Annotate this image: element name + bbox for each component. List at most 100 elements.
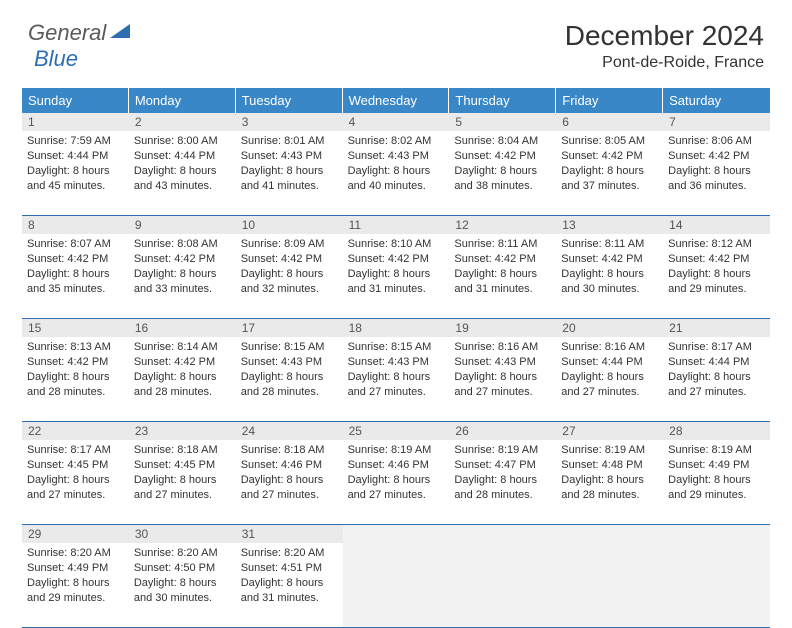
day-sunrise: Sunrise: 8:17 AM xyxy=(668,340,765,355)
day-number: 10 xyxy=(236,216,343,234)
day-sunrise: Sunrise: 8:20 AM xyxy=(241,546,338,561)
logo: General xyxy=(28,20,134,46)
day-d2: and 29 minutes. xyxy=(668,282,765,297)
day-cell: Sunrise: 8:12 AMSunset: 4:42 PMDaylight:… xyxy=(663,234,770,318)
day-cell: Sunrise: 8:01 AMSunset: 4:43 PMDaylight:… xyxy=(236,131,343,215)
day-number: 15 xyxy=(22,319,129,337)
day-d1: Daylight: 8 hours xyxy=(27,164,124,179)
day-d1: Daylight: 8 hours xyxy=(241,473,338,488)
day-sunset: Sunset: 4:44 PM xyxy=(561,355,658,370)
day-sunset: Sunset: 4:42 PM xyxy=(134,252,231,267)
weekday-cell: Thursday xyxy=(449,88,556,113)
day-sunrise: Sunrise: 8:08 AM xyxy=(134,237,231,252)
day-d2: and 28 minutes. xyxy=(561,488,658,503)
day-d2: and 27 minutes. xyxy=(668,385,765,400)
day-sunset: Sunset: 4:43 PM xyxy=(241,149,338,164)
day-sunset: Sunset: 4:42 PM xyxy=(561,149,658,164)
day-d1: Daylight: 8 hours xyxy=(134,267,231,282)
day-number: 26 xyxy=(449,422,556,440)
weekday-header-row: SundayMondayTuesdayWednesdayThursdayFrid… xyxy=(22,88,770,113)
day-sunset: Sunset: 4:42 PM xyxy=(348,252,445,267)
day-d1: Daylight: 8 hours xyxy=(27,267,124,282)
day-d2: and 27 minutes. xyxy=(27,488,124,503)
day-d2: and 30 minutes. xyxy=(134,591,231,606)
day-sunrise: Sunrise: 8:12 AM xyxy=(668,237,765,252)
day-d1: Daylight: 8 hours xyxy=(241,267,338,282)
day-cell: Sunrise: 8:19 AMSunset: 4:49 PMDaylight:… xyxy=(663,440,770,524)
day-number: 25 xyxy=(343,422,450,440)
day-number: 16 xyxy=(129,319,236,337)
day-number: 7 xyxy=(663,113,770,131)
day-d2: and 31 minutes. xyxy=(348,282,445,297)
logo-text-general: General xyxy=(28,20,106,46)
day-sunrise: Sunrise: 8:06 AM xyxy=(668,134,765,149)
day-d1: Daylight: 8 hours xyxy=(134,473,231,488)
day-sunset: Sunset: 4:42 PM xyxy=(27,252,124,267)
day-d2: and 27 minutes. xyxy=(241,488,338,503)
day-d2: and 37 minutes. xyxy=(561,179,658,194)
day-sunset: Sunset: 4:45 PM xyxy=(134,458,231,473)
day-sunrise: Sunrise: 8:07 AM xyxy=(27,237,124,252)
week-row: Sunrise: 8:13 AMSunset: 4:42 PMDaylight:… xyxy=(22,337,770,422)
day-sunset: Sunset: 4:42 PM xyxy=(561,252,658,267)
day-number: 14 xyxy=(663,216,770,234)
day-d2: and 27 minutes. xyxy=(454,385,551,400)
day-cell: Sunrise: 8:17 AMSunset: 4:45 PMDaylight:… xyxy=(22,440,129,524)
day-d1: Daylight: 8 hours xyxy=(454,164,551,179)
day-d1: Daylight: 8 hours xyxy=(134,370,231,385)
day-number: 20 xyxy=(556,319,663,337)
day-d1: Daylight: 8 hours xyxy=(454,473,551,488)
weekday-cell: Wednesday xyxy=(343,88,450,113)
day-cell: Sunrise: 8:18 AMSunset: 4:46 PMDaylight:… xyxy=(236,440,343,524)
day-cell: Sunrise: 7:59 AMSunset: 4:44 PMDaylight:… xyxy=(22,131,129,215)
day-number: 24 xyxy=(236,422,343,440)
day-sunset: Sunset: 4:42 PM xyxy=(241,252,338,267)
day-number: 2 xyxy=(129,113,236,131)
day-d2: and 36 minutes. xyxy=(668,179,765,194)
day-number: 21 xyxy=(663,319,770,337)
day-sunrise: Sunrise: 8:19 AM xyxy=(561,443,658,458)
day-d1: Daylight: 8 hours xyxy=(241,576,338,591)
day-sunset: Sunset: 4:42 PM xyxy=(668,149,765,164)
day-sunrise: Sunrise: 7:59 AM xyxy=(27,134,124,149)
header: General December 2024 Pont-de-Roide, Fra… xyxy=(0,0,792,80)
day-cell: Sunrise: 8:06 AMSunset: 4:42 PMDaylight:… xyxy=(663,131,770,215)
week-row: Sunrise: 8:20 AMSunset: 4:49 PMDaylight:… xyxy=(22,543,770,628)
day-cell: Sunrise: 8:15 AMSunset: 4:43 PMDaylight:… xyxy=(236,337,343,421)
day-d1: Daylight: 8 hours xyxy=(561,370,658,385)
day-number: 23 xyxy=(129,422,236,440)
day-d1: Daylight: 8 hours xyxy=(561,164,658,179)
day-d2: and 28 minutes. xyxy=(134,385,231,400)
day-d1: Daylight: 8 hours xyxy=(561,267,658,282)
day-d2: and 27 minutes. xyxy=(561,385,658,400)
day-sunrise: Sunrise: 8:02 AM xyxy=(348,134,445,149)
logo-text-blue: Blue xyxy=(34,46,78,71)
day-sunrise: Sunrise: 8:04 AM xyxy=(454,134,551,149)
day-sunrise: Sunrise: 8:17 AM xyxy=(27,443,124,458)
weekday-cell: Friday xyxy=(556,88,663,113)
day-cell-empty xyxy=(556,543,663,627)
day-cell: Sunrise: 8:20 AMSunset: 4:50 PMDaylight:… xyxy=(129,543,236,627)
daynum-row: 22232425262728 xyxy=(22,422,770,440)
month-title: December 2024 xyxy=(565,20,764,52)
day-number xyxy=(449,525,556,543)
day-sunset: Sunset: 4:44 PM xyxy=(27,149,124,164)
day-sunrise: Sunrise: 8:00 AM xyxy=(134,134,231,149)
day-d1: Daylight: 8 hours xyxy=(668,473,765,488)
location: Pont-de-Roide, France xyxy=(565,54,764,72)
day-sunrise: Sunrise: 8:18 AM xyxy=(134,443,231,458)
day-number: 6 xyxy=(556,113,663,131)
calendar: SundayMondayTuesdayWednesdayThursdayFrid… xyxy=(22,88,770,628)
day-sunrise: Sunrise: 8:14 AM xyxy=(134,340,231,355)
day-d1: Daylight: 8 hours xyxy=(27,576,124,591)
day-d2: and 35 minutes. xyxy=(27,282,124,297)
day-number: 3 xyxy=(236,113,343,131)
day-cell: Sunrise: 8:05 AMSunset: 4:42 PMDaylight:… xyxy=(556,131,663,215)
day-d2: and 30 minutes. xyxy=(561,282,658,297)
day-d2: and 33 minutes. xyxy=(134,282,231,297)
daynum-row: 1234567 xyxy=(22,113,770,131)
day-d2: and 28 minutes. xyxy=(27,385,124,400)
weekday-cell: Sunday xyxy=(22,88,129,113)
day-sunrise: Sunrise: 8:16 AM xyxy=(561,340,658,355)
logo-triangle-icon xyxy=(110,22,132,45)
